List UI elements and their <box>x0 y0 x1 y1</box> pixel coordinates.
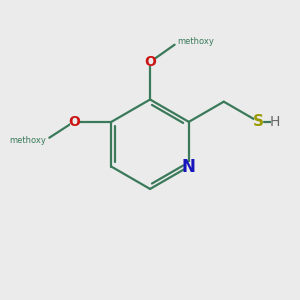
Text: H: H <box>269 115 280 129</box>
Text: methoxy: methoxy <box>10 136 46 145</box>
Text: methoxy: methoxy <box>178 37 214 46</box>
Text: S: S <box>253 114 264 129</box>
Bar <box>254 118 263 126</box>
Text: O: O <box>68 115 80 129</box>
Text: N: N <box>182 158 196 175</box>
Text: O: O <box>144 55 156 69</box>
Bar <box>184 162 193 171</box>
Bar <box>271 118 279 126</box>
Bar <box>146 58 154 66</box>
Bar <box>70 118 78 126</box>
